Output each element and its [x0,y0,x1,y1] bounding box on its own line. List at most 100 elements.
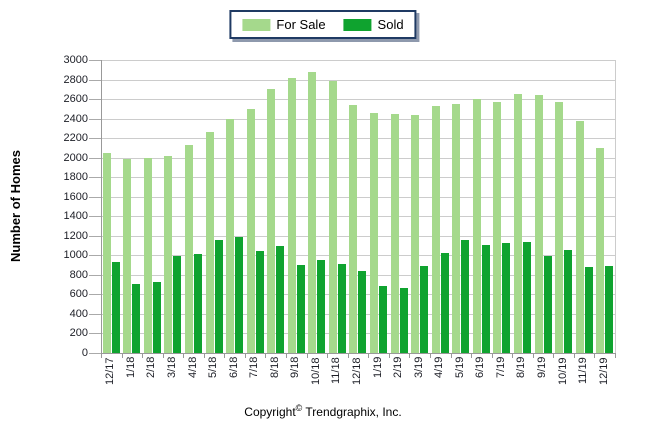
bar-group-11/19 [574,60,595,353]
y-tick-label: 2000 [63,151,88,164]
gridline [101,235,615,237]
bar-for-sale-3/19 [411,114,420,353]
y-tick-label: 1000 [63,249,88,262]
bar-group-12/17 [101,60,122,353]
x-tick [327,353,329,358]
y-tick [89,157,101,159]
y-tick-label: 2400 [63,112,88,125]
x-tick-label: 3/18 [165,357,178,379]
y-tick [89,313,101,315]
bar-sold-1/18 [132,283,141,353]
x-tick-label: 9/18 [289,357,302,379]
y-tick-label: 1200 [63,229,88,242]
legend-label: For Sale [276,17,326,32]
bar-sold-7/18 [255,251,264,353]
legend-label: Sold [377,17,404,32]
bar-for-sale-5/19 [452,103,461,353]
bar-group-7/18 [245,60,266,353]
legend-swatch-icon [242,18,271,31]
bar-for-sale-7/19 [493,102,502,353]
gridline [101,157,615,159]
bar-for-sale-7/18 [246,108,255,353]
y-tick-label: 800 [69,268,88,281]
bar-for-sale-8/19 [513,94,522,353]
y-tick [89,60,101,61]
x-tick [429,353,431,358]
y-tick [89,118,101,120]
bar-group-3/18 [163,60,184,353]
bar-for-sale-10/18 [308,71,317,353]
bar-sold-6/18 [235,236,244,353]
gridline [101,138,615,140]
y-tick-label: 2200 [63,132,88,145]
bar-sold-5/19 [461,239,470,353]
x-tick-label: 4/19 [433,357,446,379]
x-tick [347,353,349,358]
y-tick [89,353,101,354]
bar-for-sale-12/19 [596,147,605,353]
x-tick-label: 7/19 [494,357,507,379]
bar-sold-12/18 [358,270,367,353]
bar-sold-3/18 [173,256,182,353]
bar-for-sale-1/19 [370,112,379,353]
x-tick-label: 3/19 [412,357,425,379]
y-tick [89,255,101,257]
gridline [101,274,615,276]
bar-sold-12/17 [111,262,120,353]
y-tick [89,177,101,179]
bar-group-6/18 [224,60,245,353]
y-tick-label: 2600 [63,93,88,106]
bar-for-sale-2/19 [390,113,399,353]
bar-group-2/19 [389,60,410,353]
bar-sold-4/19 [440,253,449,353]
bar-sold-9/18 [296,265,305,353]
bar-group-4/18 [183,60,204,353]
bar-sold-10/19 [564,250,573,353]
bar-group-3/19 [409,60,430,353]
bar-group-1/18 [122,60,143,353]
bar-for-sale-6/19 [472,99,481,353]
x-tick-label: 2/18 [145,357,158,379]
x-tick [573,353,575,358]
y-tick-label: 3000 [63,54,88,66]
copyright-text: Copyright© Trendgraphix, Inc. [0,403,646,419]
x-tick-label: 8/18 [268,357,281,379]
gridline [101,60,615,61]
bar-group-10/19 [553,60,574,353]
bar-group-12/19 [594,60,615,353]
x-tick [306,353,308,358]
x-tick-label: 8/19 [515,357,528,379]
y-axis-line [101,60,102,353]
y-tick-label: 1800 [63,171,88,184]
legend-swatch-icon [343,18,372,31]
legend-box: For Sale Sold [229,10,417,39]
bar-group-7/19 [492,60,513,353]
x-tick [491,353,493,358]
x-tick-label: 1/19 [371,357,384,379]
y-tick [89,138,101,140]
x-tick [183,353,185,358]
y-tick-label: 2800 [63,73,88,86]
bar-sold-11/18 [337,264,346,353]
x-tick [532,353,534,358]
x-tick-label: 6/19 [474,357,487,379]
x-tick-label: 5/19 [453,357,466,379]
x-tick [121,353,123,358]
gridline [101,255,615,257]
y-tick-label: 0 [81,347,88,359]
y-tick-label: 1400 [63,210,88,223]
bar-for-sale-11/19 [575,120,584,353]
x-tick-label: 2/19 [392,357,405,379]
gridline [101,216,615,218]
bar-sold-3/19 [420,266,429,353]
bar-group-10/18 [307,60,328,353]
y-tick-label: 1600 [63,190,88,203]
x-tick-label: 11/19 [577,357,590,384]
gridline [101,294,615,296]
x-tick [162,353,164,358]
plot-right-border [615,60,616,353]
bar-sold-1/19 [379,285,388,353]
bar-sold-8/19 [522,241,531,353]
x-tick [450,353,452,358]
bar-sold-10/18 [317,260,326,353]
